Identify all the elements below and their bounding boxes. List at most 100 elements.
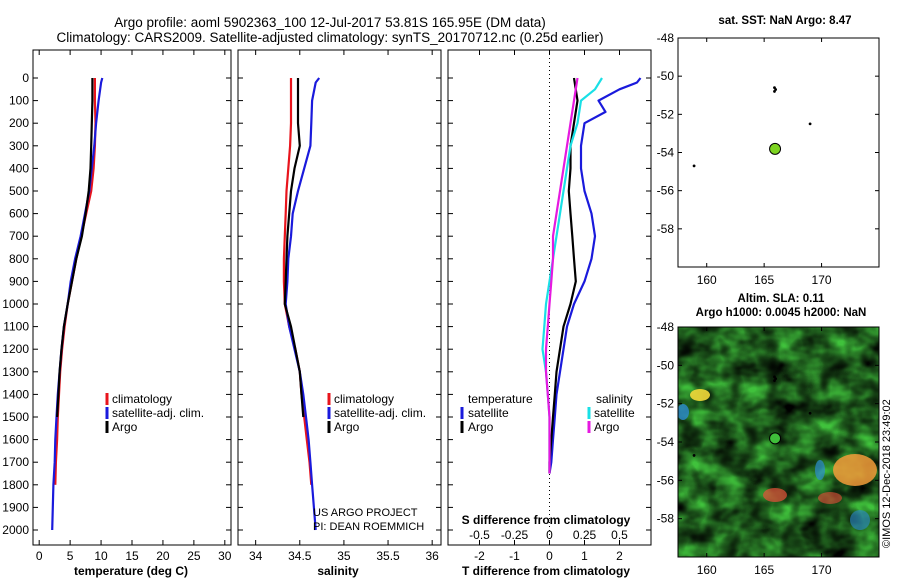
x-tick-label: 15: [125, 549, 139, 563]
legend-label: climatology: [112, 392, 172, 406]
map-y-tick-label: -58: [657, 512, 675, 526]
x-tick-label: 20: [156, 549, 170, 563]
project-credit: US ARGO PROJECT: [313, 507, 418, 519]
sst-map: 160 165 170 -48 -50 -52 -54 -56 -58: [657, 31, 879, 287]
salinity-xlabel: salinity: [317, 564, 359, 578]
track-point: [692, 164, 696, 168]
x-tick-label: 36: [425, 549, 439, 563]
x-tick-label-top: 0.25: [573, 528, 597, 542]
map-y-tick-label: -52: [657, 397, 675, 411]
depth-tick-label: 600: [9, 207, 29, 221]
depth-tick-label: 1700: [2, 455, 29, 469]
depth-tick-label: 500: [9, 184, 29, 198]
difference-xlabel-top: S difference from climatology: [462, 513, 631, 527]
track-point: [692, 454, 696, 457]
difference-legend: temperature satellite Argo salinity sate…: [460, 392, 635, 434]
map-y-tick-label: -48: [657, 31, 675, 45]
track-point: [773, 379, 776, 383]
argo-position-marker: [769, 432, 782, 445]
series-line-t-satellite: [548, 77, 642, 474]
legend-title-temperature: temperature: [468, 392, 533, 406]
series-line-argo: [56, 78, 94, 418]
figure-title-line2: Climatology: CARS2009. Satellite-adjuste…: [56, 30, 603, 45]
depth-tick-label: 0: [22, 71, 29, 85]
depth-tick-label: 1600: [2, 433, 29, 447]
series-line-climatology: [282, 78, 313, 485]
x-tick-label: -1: [509, 549, 520, 563]
track-point: [808, 411, 812, 415]
track-point: [808, 122, 812, 126]
sla-map-subtitle: Argo h1000: 0.0045 h2000: NaN: [696, 307, 867, 319]
imos-credit: ©IMOS 12-Dec-2018 23:49:02: [881, 399, 893, 548]
depth-tick-label: 700: [9, 229, 29, 243]
depth-tick-label: 1000: [2, 297, 29, 311]
x-tick-label-top: 0: [546, 528, 553, 542]
temperature-xlabel: temperature (deg C): [74, 564, 188, 578]
map-y-tick-label: -54: [657, 146, 675, 160]
depth-tick-label: 2000: [2, 523, 29, 537]
depth-tick-label: 1500: [2, 410, 29, 424]
x-tick-label: 25: [187, 549, 201, 563]
sst-map-title: sat. SST: NaN Argo: 8.47: [718, 15, 851, 27]
series-line-climatology: [54, 78, 97, 485]
series-line-argo: [283, 78, 305, 418]
map-y-tick-label: -48: [657, 320, 675, 334]
x-tick-label: 1: [581, 549, 588, 563]
x-tick-label: 10: [94, 549, 108, 563]
x-tick-label: 35: [337, 549, 351, 563]
x-tick-label-top: -0.5: [469, 528, 490, 542]
series-line-satellite-adj-clim-: [284, 77, 321, 531]
depth-tick-label: 1300: [2, 365, 29, 379]
depth-tick-label: 400: [9, 161, 29, 175]
depth-tick-label: 900: [9, 274, 29, 288]
map-y-tick-label: -50: [657, 358, 675, 372]
temperature-plot-frame: [32, 49, 232, 546]
x-tick-label: 2: [616, 549, 623, 563]
sla-map: 160 165 170 -48 -50 -52 -54 -56 -58: [657, 320, 879, 577]
map-y-tick-label: -56: [657, 473, 675, 487]
depth-tick-label: 300: [9, 139, 29, 153]
depth-tick-label: 1800: [2, 478, 29, 492]
salinity-plot-frame: [237, 49, 442, 546]
x-tick-label: 0: [36, 549, 43, 563]
temperature-plot: 0 5 10 15 20 25 30: [33, 50, 232, 563]
x-tick-label-top: -0.25: [501, 528, 529, 542]
legend-label: Argo: [594, 420, 620, 434]
pi-credit: PI: DEAN ROEMMICH: [313, 521, 424, 533]
map-y-tick-label: -54: [657, 435, 675, 449]
legend-label: Argo: [468, 420, 494, 434]
map-y-tick-label: -52: [657, 107, 675, 121]
map-x-tick-label: 165: [754, 563, 774, 577]
difference-plot: -2 -1 0 1 2 -0.5 -0.25 0 0.25 0.5: [448, 50, 651, 563]
depth-tick-label: 800: [9, 252, 29, 266]
legend-label: satellite-adj. clim.: [334, 406, 426, 420]
x-tick-label: 30: [218, 549, 232, 563]
legend-label: satellite: [594, 406, 635, 420]
sla-map-title: Altim. SLA: 0.11: [738, 293, 826, 305]
series-line-s-argo: [544, 77, 579, 474]
depth-tick-label: 1100: [3, 320, 29, 334]
map-x-tick-label: 165: [754, 273, 774, 287]
x-tick-label: 34.5: [288, 549, 312, 563]
x-tick-label: -2: [474, 549, 485, 563]
x-tick-label: 35.5: [376, 549, 400, 563]
depth-tick-label: 100: [9, 94, 29, 108]
legend-label: Argo: [112, 420, 138, 434]
map-y-tick-label: -56: [657, 184, 675, 198]
figure-title-line1: Argo profile: aoml 5902363_100 12-Jul-20…: [114, 15, 546, 30]
argo-position-marker: [769, 142, 782, 155]
legend-label: climatology: [334, 392, 394, 406]
difference-xlabel: T difference from climatology: [462, 564, 630, 578]
map-y-tick-label: -58: [657, 222, 675, 236]
legend-title-salinity: salinity: [596, 392, 633, 406]
x-tick-label: 5: [67, 549, 74, 563]
x-tick-label: 0: [546, 549, 553, 563]
depth-tick-label: 1200: [2, 342, 29, 356]
map-y-tick-label: -50: [657, 69, 675, 83]
legend-label: satellite: [468, 406, 509, 420]
legend-label: satellite-adj. clim.: [112, 406, 204, 420]
depth-tick-label: 1900: [2, 500, 29, 514]
series-line-satellite-adj-clim-: [51, 77, 104, 531]
map-x-tick-label: 160: [697, 273, 717, 287]
depth-axis: 0 100 200 300 400 500 600 700 800 900 1000 1100 1200…: [2, 71, 29, 537]
